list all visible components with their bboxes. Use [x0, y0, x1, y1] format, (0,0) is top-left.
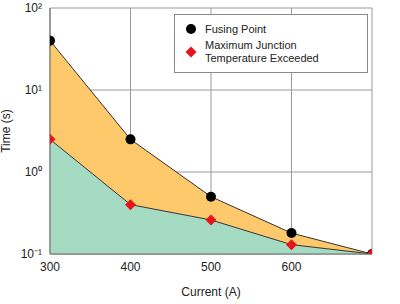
svg-text:500: 500 — [201, 260, 221, 274]
svg-text:10¹: 10¹ — [25, 83, 42, 97]
html-text:Maximum Junction Temperature E: Maximum Junction Temperature Exceeded — [205, 39, 319, 64]
svg-text:400: 400 — [120, 260, 140, 274]
svg-text:10⁻¹: 10⁻¹ — [21, 247, 42, 261]
svg-text:Current (A): Current (A) — [181, 285, 240, 299]
svg-text:Time (s): Time (s) — [0, 109, 13, 153]
html-text:Fusing Point: Fusing Point — [205, 22, 267, 35]
svg-text:600: 600 — [281, 260, 301, 274]
svg-text:300: 300 — [40, 260, 60, 274]
svg-text:10²: 10² — [25, 1, 42, 15]
svg-text:10⁰: 10⁰ — [25, 165, 42, 179]
